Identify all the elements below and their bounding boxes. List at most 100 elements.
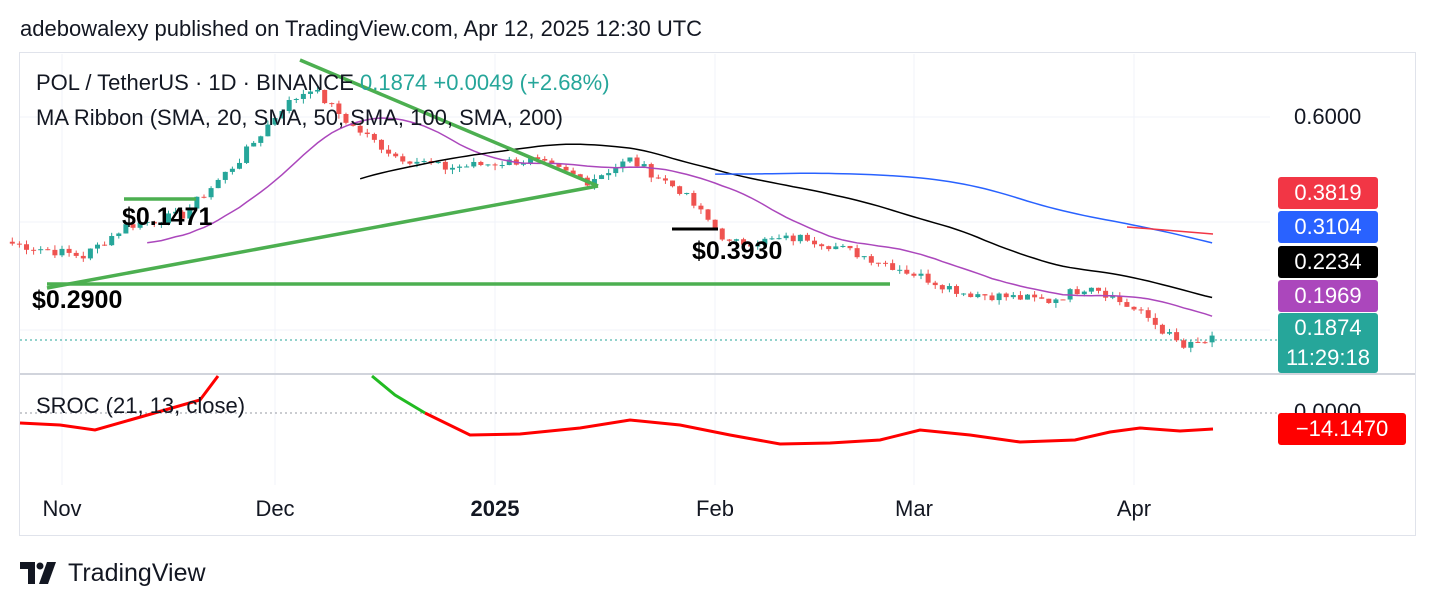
candle-body-129 — [925, 273, 931, 283]
candle-body-31 — [229, 168, 235, 172]
candle-body-138 — [989, 295, 995, 301]
candle-body-89 — [641, 164, 647, 167]
candle-body-22 — [165, 213, 171, 224]
candle-body-169 — [1209, 335, 1215, 343]
candle-body-134 — [961, 293, 967, 295]
candle-body-6 — [52, 249, 58, 256]
candle-body-43 — [315, 89, 321, 92]
candle-body-53 — [386, 149, 392, 154]
candle-body-74 — [535, 157, 541, 159]
candle-body-161 — [1152, 317, 1158, 325]
candle-body-88 — [634, 157, 640, 167]
candle-body-67 — [485, 164, 491, 166]
candle-body-42 — [307, 91, 313, 94]
candle-body-140 — [1003, 293, 1009, 298]
sma50-price-tag: 0.2234 — [1278, 246, 1378, 278]
candle-body-10 — [80, 255, 86, 259]
candle-body-25 — [187, 208, 193, 219]
price-axis-label: 0.6000 — [1294, 104, 1362, 129]
candle-body-17 — [130, 224, 136, 228]
candle-body-66 — [478, 161, 484, 165]
candle-body-39 — [286, 100, 292, 111]
candle-body-26 — [194, 196, 200, 209]
chart-frame — [19, 52, 1416, 536]
candle-body-1 — [16, 243, 22, 245]
candle-body-136 — [975, 294, 981, 298]
candle-body-38 — [279, 110, 285, 118]
candle-body-163 — [1166, 332, 1172, 334]
candle-body-24 — [180, 211, 186, 219]
candle-body-131 — [939, 285, 945, 290]
candle-body-142 — [1017, 295, 1023, 300]
candle-body-118 — [847, 245, 853, 249]
x-tick-2025: 2025 — [470, 496, 520, 521]
candle-body-64 — [464, 166, 470, 168]
candle-body-94 — [677, 186, 683, 194]
candle-body-157 — [1124, 302, 1130, 307]
candle-body-137 — [982, 294, 988, 296]
candle-body-168 — [1202, 342, 1208, 344]
candle-body-84 — [606, 173, 612, 176]
candle-body-21 — [158, 223, 164, 225]
candle-body-145 — [1039, 297, 1045, 299]
candle-body-2 — [24, 244, 30, 250]
footer-brand[interactable]: TradingView — [20, 558, 206, 588]
sroc-tag-value: −14.1470 — [1295, 416, 1389, 441]
sma200-tag-value: 0.3819 — [1294, 180, 1362, 205]
candle-body-130 — [932, 282, 938, 286]
candle-body-20 — [151, 221, 157, 224]
sma50-tag-value: 0.2234 — [1294, 249, 1362, 274]
symbol-legend[interactable]: POL / TetherUS · 1D · BINANCE 0.1874 +0.… — [36, 70, 610, 96]
candle-body-32 — [236, 162, 242, 169]
candle-body-101 — [726, 239, 732, 241]
candle-body-93 — [670, 180, 676, 187]
ma-ribbon-legend[interactable]: MA Ribbon (SMA, 20, SMA, 50, SMA, 100, S… — [36, 105, 564, 130]
symbol-name: POL / TetherUS · 1D · BINANCE — [36, 70, 354, 95]
candle-body-98 — [705, 209, 711, 220]
candle-body-150 — [1074, 289, 1080, 295]
candle-body-54 — [393, 153, 399, 157]
candle-body-68 — [492, 164, 498, 166]
annotation-support: $0.2900 — [32, 286, 123, 314]
last-price: 0.1874 — [360, 70, 428, 95]
candle-body-158 — [1131, 306, 1137, 310]
candle-body-160 — [1145, 310, 1151, 318]
candle-body-115 — [826, 246, 832, 250]
x-tick-nov: Nov — [42, 496, 82, 521]
sma200-price-tag: 0.3819 — [1278, 177, 1378, 209]
candle-body-13 — [102, 244, 108, 246]
bar-countdown: 11:29:18 — [1285, 345, 1370, 370]
candle-body-44 — [322, 89, 328, 104]
price-change: +0.0049 (+2.68%) — [433, 70, 610, 95]
candle-body-12 — [94, 244, 100, 249]
sroc-legend[interactable]: SROC (21, 13, close) — [36, 393, 246, 418]
candle-body-154 — [1103, 290, 1109, 298]
trend-lines — [46, 58, 890, 290]
candle-body-56 — [407, 161, 413, 164]
sma20-line — [147, 117, 1213, 317]
candle-body-95 — [684, 192, 690, 194]
candle-body-120 — [861, 256, 867, 258]
candle-body-33 — [244, 146, 250, 163]
candle-body-70 — [506, 159, 512, 166]
candle-body-96 — [691, 192, 697, 206]
candle-body-77 — [556, 163, 562, 167]
candle-body-28 — [208, 188, 214, 198]
candle-body-113 — [812, 240, 818, 245]
sma100-line — [715, 172, 1213, 244]
candle-body-5 — [45, 249, 51, 251]
candle-body-90 — [648, 164, 654, 178]
sma100-tag-value: 0.3104 — [1294, 214, 1362, 239]
candle-body-0 — [9, 241, 15, 244]
x-tick-mar: Mar — [895, 496, 933, 521]
candle-body-104 — [748, 244, 754, 247]
sma200-line — [1126, 226, 1214, 235]
candle-body-37 — [272, 117, 278, 125]
candle-body-36 — [265, 124, 271, 137]
candle-body-69 — [499, 165, 505, 167]
candle-body-127 — [911, 273, 917, 276]
x-tick-apr: Apr — [1116, 496, 1152, 521]
candle-body-141 — [1010, 295, 1016, 298]
candle-body-49 — [357, 125, 363, 133]
